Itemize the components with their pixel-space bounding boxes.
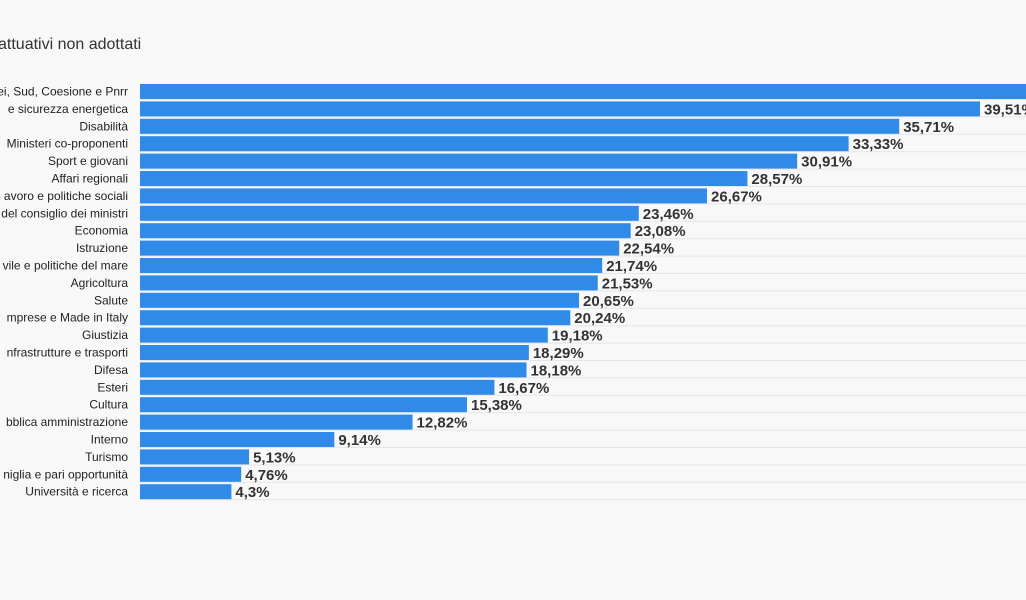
category-label: Cultura	[89, 398, 128, 412]
bar	[140, 432, 335, 447]
category-label: Salute	[94, 293, 128, 307]
bar	[140, 414, 413, 430]
bar	[140, 345, 529, 360]
value-label: 21,53%	[602, 275, 653, 292]
category-label: bblica amministrazione	[6, 415, 128, 429]
chart-title: attuativi non adottati	[0, 36, 142, 53]
category-label: mprese e Made in Italy	[7, 311, 128, 325]
value-label: 21,74%	[606, 258, 657, 275]
bar	[140, 397, 467, 413]
category-label: Ministeri co-proponenti	[7, 137, 128, 151]
category-label: del consiglio dei ministri	[1, 206, 128, 220]
bar	[140, 240, 620, 256]
bar	[140, 484, 232, 500]
bar	[140, 101, 980, 117]
value-label: 18,29%	[533, 345, 584, 362]
category-label: e sicurezza energetica	[8, 102, 128, 116]
bar	[140, 205, 639, 221]
bar	[140, 153, 798, 169]
category-label: Agricoltura	[71, 276, 129, 290]
category-label: Sport e giovani	[48, 154, 128, 168]
value-label: 39,51%	[984, 101, 1026, 118]
value-label: 16,67%	[498, 380, 549, 397]
value-label: 4,76%	[245, 467, 288, 484]
category-label: avoro e politiche sociali	[4, 189, 128, 203]
category-label: niglia e pari opportunità	[3, 467, 128, 481]
category-label: Università e ricerca	[25, 485, 128, 499]
bar	[140, 362, 527, 378]
value-label: 22,54%	[623, 241, 674, 258]
category-label: Interno	[91, 433, 129, 447]
labels: ei, Sud, Coesione e Pnrr e sicurezza ener…	[0, 85, 1026, 502]
value-label: 28,57%	[751, 171, 802, 188]
value-label: 12,82%	[417, 415, 468, 432]
bar	[140, 379, 495, 395]
category-label: Turismo	[85, 450, 128, 464]
value-label: 4,3%	[235, 484, 269, 501]
bar	[140, 292, 580, 308]
bar	[140, 223, 631, 239]
value-label: 18,18%	[531, 362, 582, 379]
value-label: 35,71%	[903, 119, 954, 136]
bar	[140, 84, 1026, 99]
category-label: nfrastrutture e trasporti	[7, 346, 128, 360]
value-label: 19,18%	[552, 328, 603, 345]
bar	[140, 449, 250, 465]
category-label: Giustizia	[82, 328, 128, 342]
category-label: ei, Sud, Coesione e Pnrr	[0, 85, 128, 99]
bar	[140, 118, 900, 134]
bar	[140, 327, 548, 343]
value-label: 23,46%	[643, 206, 694, 223]
value-label: 23,08%	[635, 223, 686, 240]
category-label: Disabilità	[79, 119, 128, 133]
value-label: 26,67%	[711, 188, 762, 205]
bars	[140, 84, 1026, 500]
category-label: vile e politiche del mare	[3, 259, 129, 273]
bar	[140, 310, 571, 326]
bar	[140, 171, 748, 186]
value-label: 5,13%	[253, 449, 296, 466]
value-label: 30,91%	[801, 154, 852, 171]
category-label: Istruzione	[76, 241, 128, 255]
category-label: Economia	[75, 224, 129, 238]
grid-lines	[140, 99, 1026, 501]
value-label: 33,33%	[853, 136, 904, 153]
category-label: Esteri	[97, 380, 128, 394]
bar	[140, 188, 708, 204]
bar	[140, 466, 242, 482]
bar	[140, 136, 849, 152]
value-label: 9,14%	[338, 432, 381, 449]
bar	[140, 258, 603, 273]
value-label: 20,24%	[574, 310, 625, 327]
category-label: Difesa	[94, 363, 128, 377]
value-label: 20,65%	[583, 293, 634, 310]
value-label: 15,38%	[471, 397, 522, 414]
bar	[140, 275, 598, 291]
category-label: Affari regionali	[52, 172, 129, 186]
